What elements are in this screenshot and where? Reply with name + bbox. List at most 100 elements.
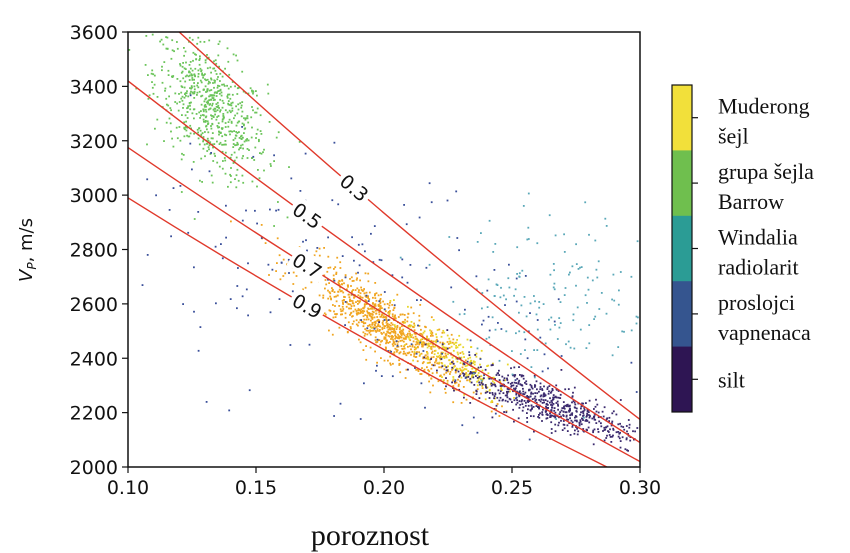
data-point <box>504 399 507 402</box>
data-point <box>465 368 468 371</box>
data-point <box>195 113 198 115</box>
data-point <box>163 140 165 142</box>
data-point <box>532 415 535 418</box>
data-point <box>190 127 192 130</box>
data-point <box>208 80 210 83</box>
data-point <box>358 264 361 267</box>
data-point <box>207 82 210 85</box>
data-point <box>538 407 540 409</box>
data-point <box>443 355 445 358</box>
data-point <box>445 366 448 369</box>
data-point <box>629 439 632 442</box>
colorbar-frame <box>671 84 693 413</box>
data-point <box>212 115 215 118</box>
data-point <box>217 126 219 129</box>
data-point <box>497 389 500 392</box>
data-point <box>364 300 367 303</box>
data-point <box>524 391 527 394</box>
data-point <box>383 303 386 306</box>
data-point <box>538 416 541 419</box>
data-point <box>530 386 533 389</box>
data-point <box>586 276 589 279</box>
data-point <box>525 315 528 318</box>
data-point <box>403 344 406 346</box>
data-point <box>585 418 588 421</box>
data-point <box>344 312 347 315</box>
data-point <box>398 364 401 366</box>
data-point <box>201 132 204 134</box>
data-point <box>522 374 525 377</box>
data-point <box>178 101 181 103</box>
data-point <box>480 378 482 380</box>
data-point <box>231 130 234 133</box>
data-point <box>219 141 222 144</box>
data-point <box>544 394 547 397</box>
data-point <box>585 347 588 349</box>
data-point <box>379 302 382 304</box>
data-point <box>434 364 436 367</box>
data-point <box>430 342 432 345</box>
data-point <box>211 137 214 140</box>
data-point <box>458 334 461 337</box>
data-point <box>443 365 446 367</box>
curve-0.3 <box>178 32 640 420</box>
data-point <box>564 287 567 289</box>
data-point <box>597 411 600 414</box>
data-point <box>308 343 311 346</box>
data-point <box>222 160 224 162</box>
data-point <box>550 390 553 393</box>
data-point <box>333 291 336 293</box>
data-point <box>473 384 476 386</box>
data-point <box>396 344 399 347</box>
data-point <box>461 366 464 369</box>
data-point <box>215 95 218 97</box>
data-point <box>504 304 506 306</box>
data-point <box>197 137 200 140</box>
data-point <box>443 346 446 349</box>
data-point <box>200 114 202 117</box>
data-point <box>480 392 482 395</box>
data-point <box>224 151 227 154</box>
data-point <box>349 300 351 302</box>
data-point <box>513 397 515 399</box>
data-point <box>475 393 478 395</box>
data-point <box>591 417 594 420</box>
data-point <box>435 336 438 338</box>
data-point <box>499 396 502 399</box>
data-point <box>217 43 220 45</box>
data-point <box>210 152 212 154</box>
data-point <box>287 258 290 261</box>
data-point <box>530 408 533 410</box>
data-point <box>262 151 264 154</box>
data-point <box>234 137 237 140</box>
data-point <box>448 359 451 362</box>
data-point <box>235 144 238 146</box>
data-point <box>456 368 459 370</box>
data-point <box>222 116 225 119</box>
data-point <box>221 167 224 170</box>
data-point <box>205 101 208 104</box>
data-point <box>398 352 401 354</box>
data-point <box>487 376 490 379</box>
data-point <box>217 54 220 57</box>
data-point <box>377 294 380 297</box>
data-point <box>394 330 396 333</box>
data-point <box>506 379 509 381</box>
data-point <box>493 295 496 297</box>
data-point <box>611 412 614 415</box>
data-point <box>528 400 531 402</box>
data-point <box>445 369 448 372</box>
data-point <box>392 342 395 344</box>
data-point <box>435 359 438 362</box>
data-point <box>255 133 258 135</box>
data-point <box>338 288 341 291</box>
data-point <box>357 294 360 297</box>
data-point <box>463 356 465 358</box>
data-point <box>488 336 491 339</box>
data-point <box>363 310 366 313</box>
data-point <box>519 353 522 355</box>
data-point <box>235 131 238 133</box>
data-point <box>522 393 524 395</box>
data-point <box>534 395 537 398</box>
data-point <box>213 143 216 145</box>
